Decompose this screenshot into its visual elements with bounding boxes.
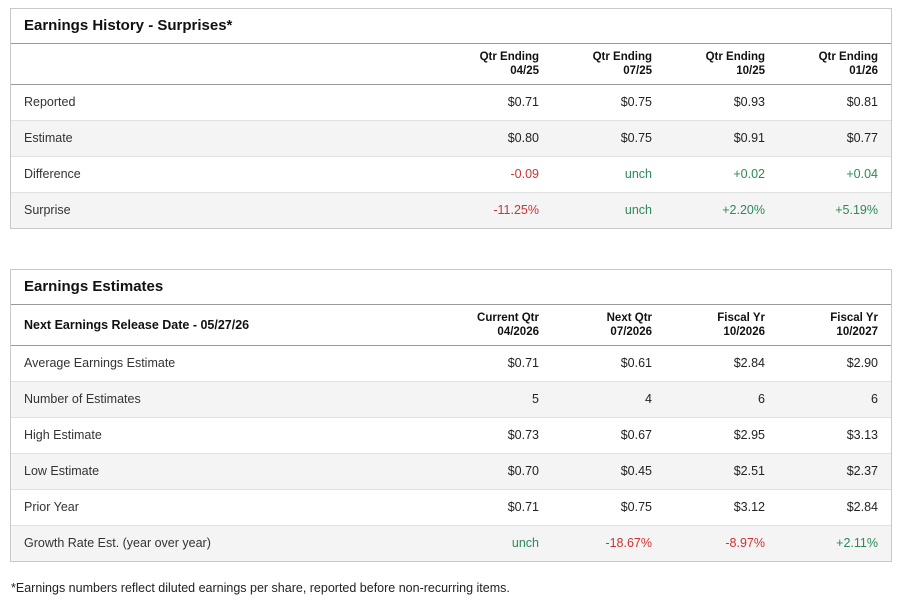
earnings-estimates-panel: Earnings Estimates Next Earnings Release… [10, 269, 892, 562]
column-header-qtr3: Qtr Ending 10/25 [665, 44, 778, 85]
table-row-estimate: Estimate $0.80 $0.75 $0.91 $0.77 [11, 120, 891, 157]
table-row-difference: Difference -0.09 unch +0.02 +0.04 [11, 156, 891, 193]
column-header-line2: 10/2026 [723, 326, 765, 338]
cell-value: $0.93 [665, 84, 778, 121]
row-label: Estimate [11, 120, 439, 157]
cell-value: $0.70 [439, 453, 552, 490]
cell-value: $0.71 [439, 489, 552, 526]
column-header-line1: Fiscal Yr [717, 312, 765, 324]
cell-value: $0.45 [552, 453, 665, 490]
cell-value: $0.80 [439, 120, 552, 157]
column-header-line2: 04/25 [510, 65, 539, 77]
cell-value: $0.75 [552, 120, 665, 157]
earnings-history-header-row: Qtr Ending 04/25 Qtr Ending 07/25 Qtr Endi… [11, 44, 891, 85]
cell-value: $3.13 [778, 417, 891, 454]
cell-value: -0.09 [439, 156, 552, 193]
earnings-footnote: *Earnings numbers reflect diluted earnin… [11, 581, 510, 595]
empty-header-cell [11, 44, 439, 85]
cell-value: $3.12 [665, 489, 778, 526]
table-row-number-of-estimates: Number of Estimates 5 4 6 6 [11, 381, 891, 418]
cell-value: $2.90 [778, 345, 891, 382]
earnings-estimates-header-row: Next Earnings Release Date - 05/27/26 Cu… [11, 305, 891, 346]
column-header-qtr1: Qtr Ending 04/25 [439, 44, 552, 85]
cell-value: 5 [439, 381, 552, 418]
cell-value: unch [552, 156, 665, 193]
cell-value: $0.67 [552, 417, 665, 454]
cell-value: 4 [552, 381, 665, 418]
column-header-line2: 04/2026 [497, 326, 539, 338]
cell-value: $0.75 [552, 489, 665, 526]
cell-value: 6 [665, 381, 778, 418]
row-label: Average Earnings Estimate [11, 345, 439, 382]
table-row-surprise: Surprise -11.25% unch +2.20% +5.19% [11, 192, 891, 228]
cell-value: +2.20% [665, 192, 778, 228]
column-header-line2: 07/25 [623, 65, 652, 77]
earnings-estimates-table: Next Earnings Release Date - 05/27/26 Cu… [11, 305, 891, 561]
column-header-fiscal-yr-1: Fiscal Yr 10/2026 [665, 305, 778, 346]
cell-value: $0.75 [552, 84, 665, 121]
earnings-history-table: Qtr Ending 04/25 Qtr Ending 07/25 Qtr Endi… [11, 44, 891, 228]
column-header-line1: Qtr Ending [479, 51, 539, 63]
cell-value: +5.19% [778, 192, 891, 228]
column-header-next-qtr: Next Qtr 07/2026 [552, 305, 665, 346]
cell-value: $0.77 [778, 120, 891, 157]
row-label: Low Estimate [11, 453, 439, 490]
cell-value: unch [552, 192, 665, 228]
column-header-line2: 10/2027 [836, 326, 878, 338]
earnings-history-title: Earnings History - Surprises* [11, 9, 891, 44]
column-header-line1: Fiscal Yr [830, 312, 878, 324]
table-row-growth-rate: Growth Rate Est. (year over year) unch -… [11, 525, 891, 561]
column-header-line1: Next Qtr [606, 312, 652, 324]
cell-value: $0.61 [552, 345, 665, 382]
next-earnings-release-date: Next Earnings Release Date - 05/27/26 [11, 305, 439, 346]
row-label: Difference [11, 156, 439, 193]
column-header-fiscal-yr-2: Fiscal Yr 10/2027 [778, 305, 891, 346]
cell-value: +0.02 [665, 156, 778, 193]
row-label: High Estimate [11, 417, 439, 454]
cell-value: unch [439, 525, 552, 561]
cell-value: $2.84 [778, 489, 891, 526]
row-label: Prior Year [11, 489, 439, 526]
table-row-high-estimate: High Estimate $0.73 $0.67 $2.95 $3.13 [11, 417, 891, 454]
column-header-line2: 10/25 [736, 65, 765, 77]
row-label: Reported [11, 84, 439, 121]
column-header-line1: Qtr Ending [592, 51, 652, 63]
column-header-qtr4: Qtr Ending 01/26 [778, 44, 891, 85]
row-label: Growth Rate Est. (year over year) [11, 525, 439, 561]
cell-value: $0.73 [439, 417, 552, 454]
table-row-average-estimate: Average Earnings Estimate $0.71 $0.61 $2… [11, 345, 891, 382]
cell-value: +2.11% [778, 525, 891, 561]
table-row-low-estimate: Low Estimate $0.70 $0.45 $2.51 $2.37 [11, 453, 891, 490]
earnings-history-panel: Earnings History - Surprises* Qtr Ending… [10, 8, 892, 229]
cell-value: $2.84 [665, 345, 778, 382]
cell-value: -18.67% [552, 525, 665, 561]
cell-value: $2.51 [665, 453, 778, 490]
table-row-reported: Reported $0.71 $0.75 $0.93 $0.81 [11, 84, 891, 121]
cell-value: $0.81 [778, 84, 891, 121]
column-header-line1: Qtr Ending [705, 51, 765, 63]
column-header-line1: Current Qtr [477, 312, 539, 324]
cell-value: $2.37 [778, 453, 891, 490]
column-header-line2: 07/2026 [610, 326, 652, 338]
row-label: Surprise [11, 192, 439, 228]
cell-value: $0.71 [439, 84, 552, 121]
cell-value: 6 [778, 381, 891, 418]
cell-value: -11.25% [439, 192, 552, 228]
table-row-prior-year: Prior Year $0.71 $0.75 $3.12 $2.84 [11, 489, 891, 526]
column-header-line1: Qtr Ending [818, 51, 878, 63]
column-header-line2: 01/26 [849, 65, 878, 77]
cell-value: $0.91 [665, 120, 778, 157]
earnings-estimates-title: Earnings Estimates [11, 270, 891, 305]
column-header-current-qtr: Current Qtr 04/2026 [439, 305, 552, 346]
cell-value: $2.95 [665, 417, 778, 454]
cell-value: +0.04 [778, 156, 891, 193]
cell-value: $0.71 [439, 345, 552, 382]
cell-value: -8.97% [665, 525, 778, 561]
row-label: Number of Estimates [11, 381, 439, 418]
column-header-qtr2: Qtr Ending 07/25 [552, 44, 665, 85]
